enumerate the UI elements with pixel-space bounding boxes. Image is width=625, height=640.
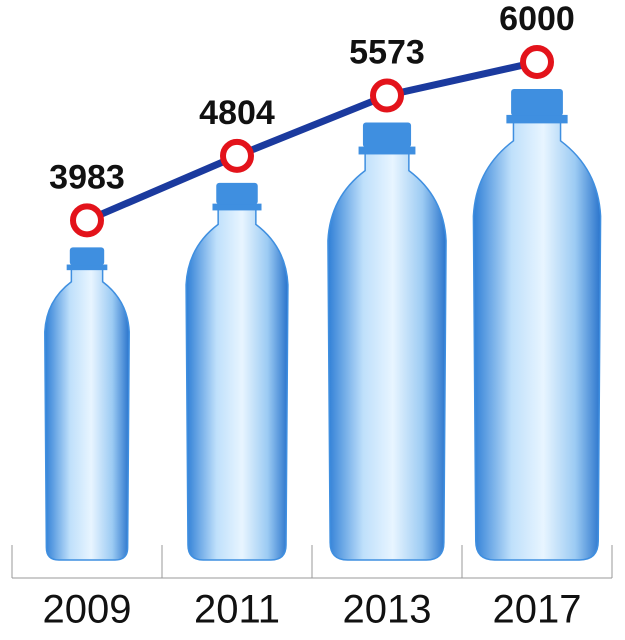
data-label: 3983 (49, 158, 125, 196)
data-label: 5573 (349, 34, 425, 72)
bottle (185, 182, 289, 561)
x-tick-label: 2013 (343, 588, 432, 632)
bottle-cap (362, 122, 412, 148)
bottle-body (185, 208, 289, 561)
bottle-cap (69, 247, 105, 266)
bottle-cap (511, 89, 563, 116)
bottle-body (472, 121, 602, 561)
bottle (327, 122, 447, 561)
line (85, 58, 538, 224)
x-tick-label: 2009 (43, 588, 132, 632)
bottle-collar (506, 114, 568, 124)
bottle-cap (216, 182, 258, 205)
marker (220, 138, 254, 173)
bottle-collar (358, 146, 416, 155)
marker (70, 203, 104, 238)
data-label: 4804 (199, 94, 275, 132)
bottle-collar (66, 264, 108, 271)
bottle (44, 247, 130, 561)
bottle (472, 89, 602, 561)
bottle-body (44, 268, 130, 561)
x-tick-label: 2017 (493, 588, 582, 632)
marker (370, 78, 404, 113)
data-label: 6000 (499, 0, 575, 38)
x-tick-label: 2011 (194, 588, 280, 632)
marker (520, 45, 554, 79)
bottle-collar (212, 203, 262, 211)
bottle-body (327, 152, 447, 561)
